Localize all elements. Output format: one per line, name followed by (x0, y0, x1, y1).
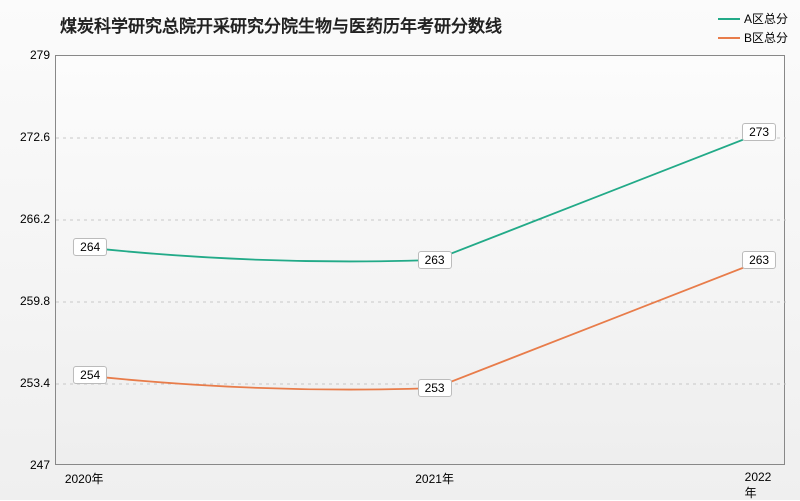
series-line (84, 132, 763, 262)
chart-container: 煤炭科学研究总院开采研究分院生物与医药历年考研分数线 A区总分 B区总分 247… (0, 0, 800, 500)
y-tick-label: 279 (30, 48, 50, 62)
legend-label-a: A区总分 (744, 10, 788, 27)
y-tick-label: 259.8 (20, 294, 50, 308)
y-tick-label: 247 (30, 458, 50, 472)
data-point-label: 263 (418, 251, 452, 269)
legend-swatch-b (718, 37, 740, 39)
x-tick-label: 2021年 (415, 470, 454, 487)
y-tick-label: 253.4 (20, 376, 50, 390)
data-point-label: 253 (418, 379, 452, 397)
data-point-label: 254 (73, 366, 107, 384)
x-tick-label: 2020年 (65, 470, 104, 487)
legend-swatch-a (718, 18, 740, 20)
y-tick-label: 272.6 (20, 130, 50, 144)
data-point-label: 263 (742, 251, 776, 269)
legend-item-b: B区总分 (718, 29, 788, 46)
data-point-label: 273 (742, 123, 776, 141)
series-line (84, 260, 763, 390)
legend-label-b: B区总分 (744, 29, 788, 46)
legend: A区总分 B区总分 (718, 10, 788, 48)
x-tick-label: 2022年 (745, 470, 782, 501)
y-tick-label: 266.2 (20, 212, 50, 226)
legend-item-a: A区总分 (718, 10, 788, 27)
data-point-label: 264 (73, 238, 107, 256)
chart-title: 煤炭科学研究总院开采研究分院生物与医药历年考研分数线 (60, 12, 502, 37)
